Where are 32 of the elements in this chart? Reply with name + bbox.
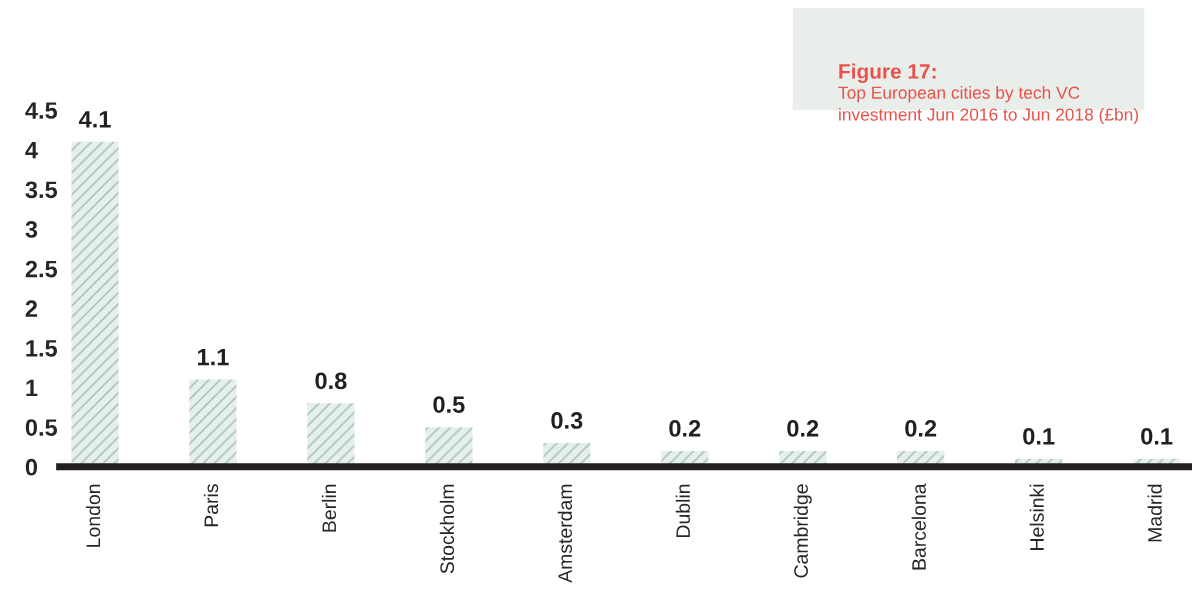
y-tick-label: 1 [26, 379, 38, 397]
x-tick-label: Madrid [1147, 484, 1162, 542]
y-tick-label: 4 [25, 142, 38, 159]
x-tick-label: Paris [203, 484, 219, 527]
x-tick-label: Helsinki [1029, 484, 1044, 550]
data-label: 0.2 [669, 420, 701, 437]
data-label: 1.1 [198, 348, 229, 366]
chart-subtitle: Top European cities by tech VC investment Jun 2016 to Jun 2018 (£bn) [838, 86, 1139, 125]
x-tick-label: Barcelona [911, 483, 926, 570]
data-label: 0.3 [551, 412, 583, 429]
y-tick-label: 2 [25, 300, 38, 317]
y-tick-label: 1.5 [26, 340, 58, 357]
data-label: 0.2 [905, 420, 937, 437]
y-tick-label: 0.5 [25, 419, 58, 436]
y-tick-label: 3 [25, 221, 38, 238]
x-tick-label: Cambridge [793, 484, 812, 578]
data-label: 0.1 [1023, 427, 1055, 445]
x-tick-label: London [85, 484, 101, 547]
data-label: 0.8 [315, 372, 347, 390]
chart-title: Figure 17: [839, 63, 936, 84]
y-tick-label: 2.5 [25, 260, 58, 278]
x-tick-label: Dublin [675, 484, 690, 537]
x-tick-label: Stockholm [439, 484, 455, 574]
data-label: 0.1 [1141, 427, 1173, 445]
data-label: 4.1 [78, 111, 111, 128]
x-tick-label: Amsterdam [557, 484, 573, 583]
y-tick-label: 3.5 [25, 181, 58, 199]
y-tick-label: 4.5 [25, 102, 58, 119]
y-tick-label: 0 [25, 458, 38, 476]
data-label: 0.5 [433, 396, 465, 413]
x-tick-label: Berlin [321, 484, 337, 532]
data-label: 0.2 [787, 420, 819, 437]
